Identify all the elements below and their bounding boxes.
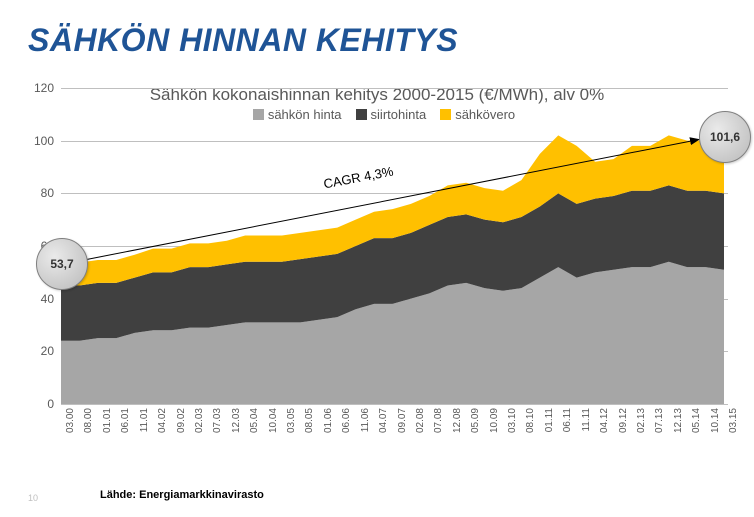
y-tick: 80 bbox=[28, 186, 54, 200]
callout-start: 53,7 bbox=[36, 238, 88, 290]
x-tick: 05.04 bbox=[249, 408, 260, 433]
x-tick: 03.10 bbox=[507, 408, 518, 433]
x-tick: 06.11 bbox=[562, 408, 573, 432]
x-tick: 06.06 bbox=[341, 408, 352, 433]
x-tick: 11.06 bbox=[360, 408, 371, 432]
x-tick: 05.09 bbox=[470, 408, 481, 433]
x-tick: 03.00 bbox=[65, 408, 76, 433]
x-tick: 11.01 bbox=[139, 408, 150, 432]
y-tick: 100 bbox=[28, 134, 54, 148]
x-tick: 02.13 bbox=[636, 408, 647, 433]
x-tick: 03.05 bbox=[286, 408, 297, 433]
x-tick: 04.07 bbox=[378, 408, 389, 433]
x-tick: 11.11 bbox=[581, 408, 592, 432]
x-tick: 09.12 bbox=[618, 408, 629, 433]
x-tick: 10.09 bbox=[489, 408, 500, 433]
x-tick: 04.12 bbox=[599, 408, 610, 433]
stacked-area-chart: 02040608010012003.0008.0001.0106.0111.01… bbox=[28, 82, 728, 452]
x-tick: 02.08 bbox=[415, 408, 426, 433]
x-tick: 08.05 bbox=[304, 408, 315, 433]
x-tick: 07.08 bbox=[433, 408, 444, 433]
page-number: 10 bbox=[28, 493, 38, 503]
callout-end: 101,6 bbox=[699, 111, 751, 163]
y-tick: 40 bbox=[28, 292, 54, 306]
y-tick: 20 bbox=[28, 344, 54, 358]
x-tick: 12.13 bbox=[673, 408, 684, 433]
x-tick: 06.01 bbox=[120, 408, 131, 433]
x-tick: 08.10 bbox=[525, 408, 536, 433]
x-tick: 08.00 bbox=[83, 408, 94, 433]
x-tick: 01.11 bbox=[544, 408, 555, 432]
x-tick: 01.06 bbox=[323, 408, 334, 433]
x-tick: 09.07 bbox=[397, 408, 408, 433]
x-tick: 04.02 bbox=[157, 408, 168, 433]
x-tick: 10.04 bbox=[268, 408, 279, 433]
x-tick: 07.03 bbox=[212, 408, 223, 433]
x-tick: 12.03 bbox=[231, 408, 242, 433]
x-tick: 01.01 bbox=[102, 408, 113, 433]
x-tick: 02.03 bbox=[194, 408, 205, 433]
x-tick: 03.15 bbox=[728, 408, 739, 433]
y-tick: 0 bbox=[28, 397, 54, 411]
y-tick: 120 bbox=[28, 81, 54, 95]
x-tick: 07.13 bbox=[654, 408, 665, 433]
x-tick: 09.02 bbox=[176, 408, 187, 433]
x-tick: 12.08 bbox=[452, 408, 463, 433]
page-title: SÄHKÖN HINNAN KEHITYS bbox=[28, 22, 458, 59]
x-tick: 10.14 bbox=[710, 408, 721, 433]
x-tick: 05.14 bbox=[691, 408, 702, 433]
source-footer: Lähde: Energiamarkkinavirasto bbox=[100, 489, 264, 501]
